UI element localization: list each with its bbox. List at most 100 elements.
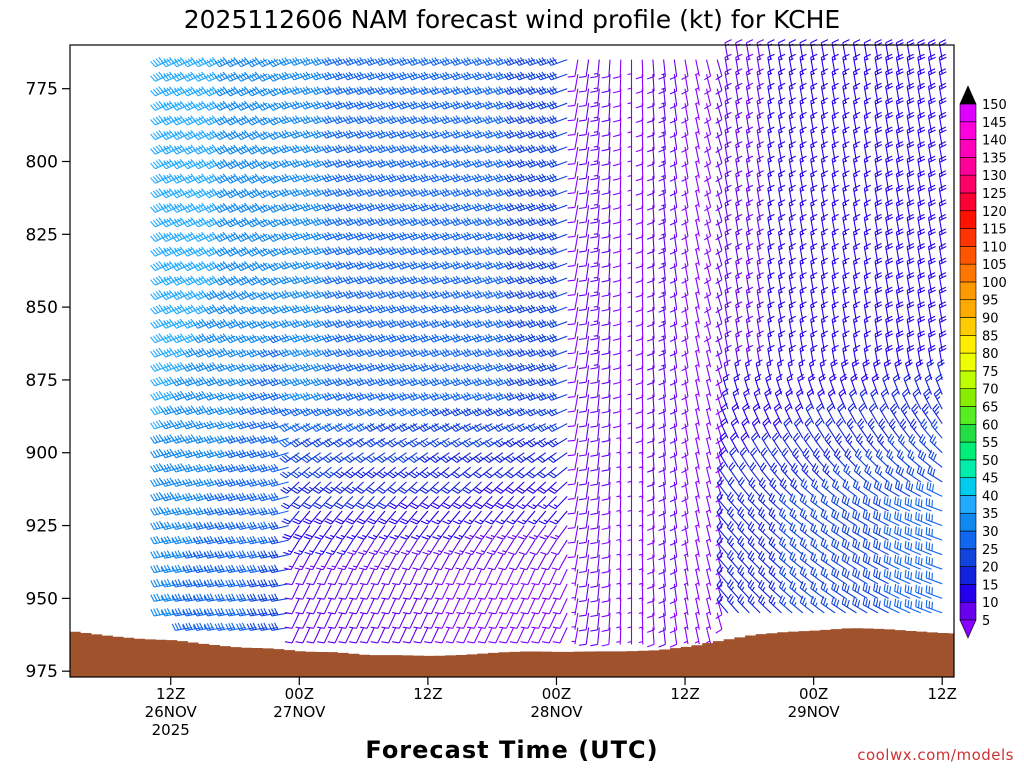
wind-barb	[816, 403, 825, 424]
wind-barb	[171, 419, 193, 430]
wind-barb	[335, 510, 354, 525]
colorbar-label: 15	[982, 578, 999, 593]
colorbar-label: 100	[982, 276, 1007, 291]
wind-barb	[627, 176, 633, 194]
wind-barb	[683, 612, 689, 630]
wind-barb	[508, 539, 525, 556]
colorbar-label: 40	[982, 489, 999, 504]
wind-barb	[915, 512, 932, 527]
wind-barb	[379, 539, 397, 556]
wind-barb	[728, 461, 740, 483]
colorbar-label: 70	[982, 383, 999, 398]
wind-barb	[841, 509, 857, 527]
wind-barb	[267, 203, 289, 213]
wind-barb	[160, 405, 182, 416]
wind-barb	[612, 146, 622, 167]
wind-barb	[418, 452, 439, 463]
wind-barb	[658, 350, 666, 371]
wind-barb	[627, 423, 633, 441]
wind-barb	[409, 496, 429, 510]
wind-barb	[567, 277, 579, 297]
wind-barb	[590, 554, 600, 574]
wind-barb	[601, 277, 611, 298]
wind-barb	[546, 348, 568, 358]
wind-barb	[681, 234, 689, 255]
wind-barb	[327, 612, 343, 629]
wind-barb	[214, 478, 236, 487]
wind-barb	[536, 452, 557, 463]
wind-barb	[546, 260, 568, 270]
wind-barb	[726, 535, 740, 556]
wind-barb	[906, 301, 915, 322]
wind-barb	[268, 507, 289, 516]
wind-barb	[784, 403, 793, 424]
wind-barb	[519, 554, 536, 571]
wind-barb	[401, 554, 418, 571]
wind-barb	[927, 272, 936, 293]
wind-barb	[267, 463, 289, 473]
wind-barb	[546, 408, 568, 417]
wind-barb	[279, 452, 300, 463]
wind-barb	[150, 419, 171, 430]
wind-barb	[171, 478, 193, 487]
wind-barb	[268, 564, 289, 574]
wind-barb	[381, 598, 397, 615]
wind-barb	[353, 231, 375, 241]
wind-barb	[203, 579, 225, 588]
wind-barb	[855, 433, 868, 454]
wind-barb	[357, 525, 375, 540]
wind-barb	[748, 477, 761, 497]
wind-barb	[747, 579, 761, 599]
wind-barb	[900, 403, 911, 424]
wind-barb	[540, 539, 557, 556]
wind-barb	[883, 496, 900, 512]
wind-barb	[531, 568, 547, 586]
wind-barb	[182, 550, 204, 559]
wind-barb	[658, 627, 666, 648]
wind-barb	[280, 496, 300, 510]
wind-barb	[203, 463, 225, 473]
wind-barb	[567, 176, 579, 195]
wind-barb	[590, 409, 600, 428]
wind-barb	[722, 373, 730, 395]
wind-barb	[429, 452, 450, 463]
wind-barb	[612, 103, 622, 123]
wind-barb	[894, 511, 911, 527]
wind-barb	[601, 510, 611, 531]
wind-barb	[799, 344, 807, 366]
wind-barb	[267, 72, 289, 82]
wind-barb	[738, 476, 750, 497]
wind-barb	[509, 583, 525, 600]
wind-barb	[349, 568, 365, 586]
wind-barb	[182, 419, 204, 430]
wind-barb	[912, 388, 922, 410]
wind-barb	[635, 379, 644, 400]
wind-barb	[462, 481, 482, 494]
wind-barb	[821, 478, 836, 497]
wind-barb	[777, 330, 786, 351]
wind-barb	[798, 359, 806, 381]
wind-barb	[601, 365, 611, 385]
wind-barb	[424, 598, 440, 615]
wind-barb	[694, 583, 700, 601]
wind-barb	[895, 301, 904, 322]
wind-barb	[612, 307, 622, 327]
wind-barb	[389, 525, 407, 540]
wind-barb	[171, 521, 193, 531]
wind-barb	[182, 593, 203, 602]
wind-barb	[681, 205, 689, 226]
wind-barb	[845, 433, 857, 454]
wind-barb	[590, 219, 600, 239]
wind-barb	[715, 59, 723, 81]
wind-barb	[509, 568, 525, 586]
wind-barb	[715, 321, 723, 343]
wind-barb	[375, 452, 397, 463]
wind-barb	[267, 478, 289, 487]
wind-barb	[669, 481, 678, 503]
wind-barb	[807, 373, 816, 395]
wind-barb	[777, 257, 786, 279]
wind-barb	[552, 598, 568, 615]
wind-barb	[214, 622, 236, 631]
wind-barb	[715, 205, 723, 226]
wind-barb	[428, 115, 450, 125]
